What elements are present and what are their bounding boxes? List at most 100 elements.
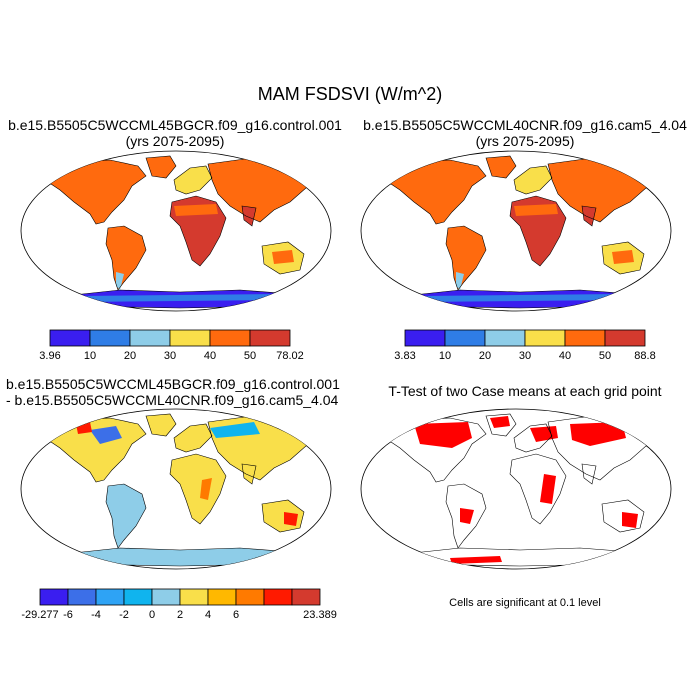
region-antarctica bbox=[64, 548, 292, 566]
colorbar-box bbox=[524, 329, 566, 347]
map-panel-2 bbox=[360, 150, 672, 312]
colorbar-label: 0 bbox=[149, 609, 155, 621]
field-sig-greenland bbox=[490, 416, 510, 428]
panel-3-case-a: b.e15.B5505C5WCCML45BGCR.f09_g16.control… bbox=[6, 376, 340, 392]
colorbar-box bbox=[209, 329, 251, 347]
coastline-india bbox=[581, 463, 597, 485]
map-layer bbox=[387, 413, 653, 567]
coastline-greenland bbox=[485, 155, 517, 179]
panel-2-case-name: b.e15.B5505C5WCCML40CNR.f09_g16.cam5_4.0… bbox=[363, 117, 687, 133]
colorbar-label: 30 bbox=[519, 350, 531, 362]
field-australia-positive bbox=[284, 512, 298, 526]
field-south-america-tip bbox=[116, 272, 124, 290]
panel-4-title: T-Test of two Case means at each grid po… bbox=[388, 383, 662, 399]
coastline-europe bbox=[173, 423, 213, 453]
coastline-africa bbox=[169, 453, 227, 525]
map-panel-1 bbox=[20, 150, 332, 312]
field-north-africa-band bbox=[174, 204, 218, 216]
coastline-north-america bbox=[47, 417, 147, 483]
colorbar-box bbox=[151, 588, 181, 606]
coastline-south-america bbox=[445, 225, 487, 291]
colorbar-label: -2 bbox=[119, 609, 129, 621]
field-sig-europe bbox=[530, 426, 558, 442]
colorbar-label: 4 bbox=[205, 609, 211, 621]
region-greenland bbox=[486, 156, 516, 178]
coastline-south-america bbox=[105, 225, 147, 291]
coastline-africa bbox=[169, 195, 227, 267]
colorbar-label: -29.277 bbox=[21, 609, 58, 621]
panel-2-title: b.e15.B5505C5WCCML40CNR.f09_g16.cam5_4.0… bbox=[350, 117, 700, 149]
field-sig-east-africa bbox=[540, 474, 556, 504]
panel-1-years: (yrs 2075-2095) bbox=[125, 133, 225, 149]
colorbar-box bbox=[67, 588, 97, 606]
colorbar-box bbox=[249, 329, 291, 347]
map-layer bbox=[387, 155, 653, 309]
panel-3-case-b: - b.e15.B5505C5WCCML40CNR.f09_g16.cam5_4… bbox=[6, 392, 339, 408]
coastline-north-america bbox=[47, 159, 147, 225]
coastline-australia bbox=[601, 499, 645, 533]
coastline-africa bbox=[509, 195, 567, 267]
region-africa bbox=[170, 454, 226, 524]
colorbar-box bbox=[49, 329, 91, 347]
colorbar-label: 40 bbox=[204, 350, 216, 362]
colorbar-box bbox=[207, 588, 237, 606]
colorbar-label: -4 bbox=[91, 609, 101, 621]
colorbar-box bbox=[604, 329, 646, 347]
coastline-north-america bbox=[387, 417, 487, 483]
colorbar-box bbox=[123, 588, 153, 606]
coastline-europe bbox=[513, 423, 553, 453]
colorbar-label: 3.96 bbox=[39, 350, 60, 362]
field-amazon-neutral bbox=[118, 494, 136, 512]
colorbar-label: 20 bbox=[479, 350, 491, 362]
colorbar-panel-2: 3.83 10 20 30 40 50 88.8 bbox=[394, 329, 656, 362]
colorbar-label: 78.02 bbox=[276, 350, 304, 362]
coastline-australia bbox=[261, 499, 305, 533]
coastline-australia bbox=[601, 241, 645, 275]
field-sig-antarctica bbox=[450, 556, 502, 564]
field-sig-australia bbox=[622, 512, 638, 528]
coastline-south-america bbox=[105, 483, 147, 549]
colorbar-label: 23.389 bbox=[303, 609, 337, 621]
colorbar-box bbox=[291, 588, 321, 606]
figure-title: MAM FSDSVI (W/m^2) bbox=[257, 84, 443, 104]
panel-3-title: b.e15.B5505C5WCCML45BGCR.f09_g16.control… bbox=[6, 376, 356, 408]
colorbar-box bbox=[89, 329, 131, 347]
colorbar-label: 40 bbox=[559, 350, 571, 362]
panel-1-case-name: b.e15.B5505C5WCCML45BGCR.f09_g16.control… bbox=[8, 117, 342, 133]
coastline-india bbox=[241, 463, 257, 485]
colorbar-box bbox=[444, 329, 486, 347]
field-europe-negative bbox=[210, 422, 260, 438]
region-africa bbox=[510, 454, 566, 524]
coastline-greenland bbox=[485, 413, 517, 437]
colorbar-box bbox=[169, 329, 211, 347]
field-australia-interior bbox=[612, 250, 634, 264]
field-east-africa-positive bbox=[200, 478, 212, 500]
colorbar-label: 6 bbox=[233, 609, 239, 621]
coastline-europe bbox=[173, 165, 213, 195]
field-sig-north-america bbox=[414, 422, 472, 448]
colorbar-label: 30 bbox=[164, 350, 176, 362]
region-north-america bbox=[48, 418, 146, 482]
field-north-america-negative bbox=[90, 426, 122, 444]
panel-2-years: (yrs 2075-2095) bbox=[475, 133, 575, 149]
field-sig-south-america bbox=[460, 508, 474, 524]
significance-note: Cells are significant at 0.1 level bbox=[449, 597, 601, 609]
colorbar-box bbox=[129, 329, 171, 347]
map-panel-3 bbox=[20, 408, 332, 570]
field-antarctica-coast bbox=[418, 294, 622, 302]
colorbar-box bbox=[95, 588, 125, 606]
colorbar-label: 50 bbox=[244, 350, 256, 362]
colorbar-box bbox=[564, 329, 606, 347]
coastline-india bbox=[581, 205, 597, 227]
colorbar-box bbox=[179, 588, 209, 606]
colorbar-label: 10 bbox=[84, 350, 96, 362]
colorbar-label: 2 bbox=[177, 609, 183, 621]
panel-1-title: b.e15.B5505C5WCCML45BGCR.f09_g16.control… bbox=[0, 117, 350, 149]
coastline-greenland bbox=[145, 413, 177, 437]
coastline-greenland bbox=[145, 155, 177, 179]
field-north-africa-band bbox=[514, 204, 558, 216]
colorbar-box bbox=[235, 588, 265, 606]
region-north-america bbox=[48, 160, 146, 224]
map-layer bbox=[47, 413, 313, 567]
region-south-america bbox=[106, 484, 146, 548]
